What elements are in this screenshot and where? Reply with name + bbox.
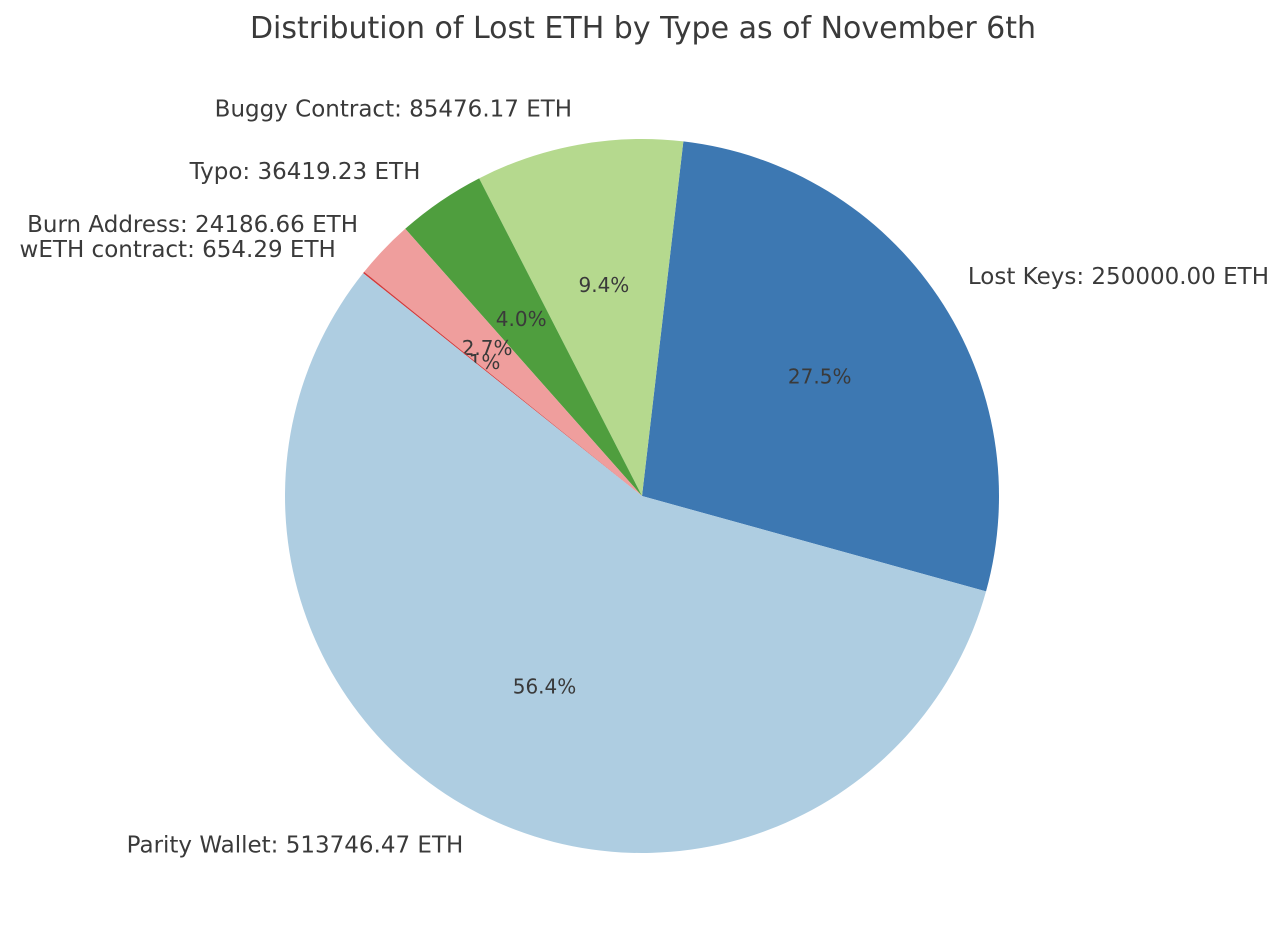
pie-slice-burn-address — [364, 228, 642, 496]
slice-label-burn-address: Burn Address: 24186.66 ETH — [27, 212, 358, 238]
pie-slice-typo — [405, 178, 642, 496]
slice-label-lost-keys: Lost Keys: 250000.00 ETH — [968, 264, 1269, 290]
pie-slice-parity-wallet — [285, 273, 987, 853]
pie-slice-buggy-contract — [479, 138, 684, 496]
pie-slice-weth-contract — [363, 271, 642, 496]
slice-label-weth-contract: wETH contract: 654.29 ETH — [20, 237, 336, 263]
slice-label-buggy-contract: Buggy Contract: 85476.17 ETH — [215, 97, 572, 123]
pct-label-parity-wallet: 56.4% — [513, 675, 577, 699]
slice-label-parity-wallet: Parity Wallet: 513746.47 ETH — [127, 833, 464, 859]
pct-label-buggy-contract: 9.4% — [578, 273, 629, 297]
slice-label-typo: Typo: 36419.23 ETH — [189, 159, 421, 185]
pct-label-burn-address: 2.7% — [462, 336, 513, 360]
pct-label-lost-keys: 27.5% — [788, 365, 852, 389]
pie-slice-lost-keys — [642, 141, 1000, 592]
pct-label-typo: 4.0% — [496, 307, 547, 331]
chart-title: Distribution of Lost ETH by Type as of N… — [249, 11, 1037, 46]
